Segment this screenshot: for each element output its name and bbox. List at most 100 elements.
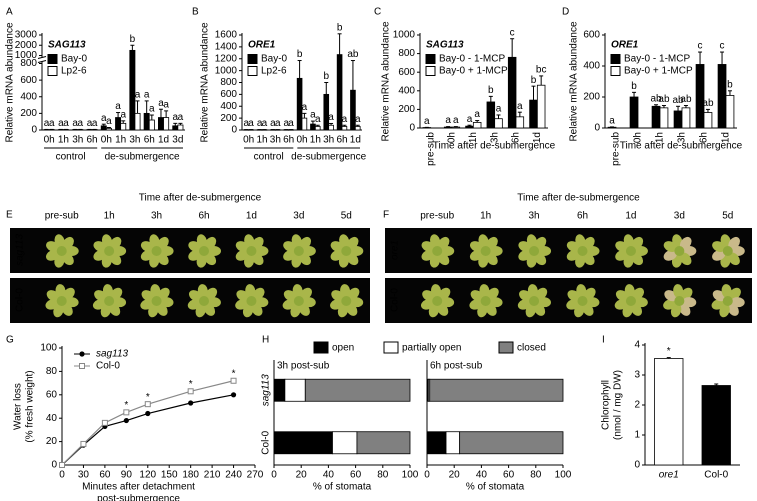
leaf (720, 234, 731, 249)
bar-segment (284, 378, 306, 402)
x-tick-label: 3h (323, 135, 334, 146)
bar (105, 127, 112, 131)
significance-letter: a (106, 116, 112, 127)
x-tick-label: 3h (129, 135, 140, 146)
rosette-center (246, 246, 257, 256)
significance-letter: a (257, 118, 263, 129)
legend-swatch (610, 54, 621, 64)
leaf (330, 299, 344, 310)
leaf (712, 249, 726, 261)
panel-letter: I (602, 335, 605, 346)
significance-letter: a (453, 115, 459, 126)
x-tick-label: 6h (699, 132, 710, 143)
rosette-center (104, 246, 115, 256)
legend-label: Bay-0 - 1-MCP (624, 54, 690, 65)
significance-letter: b (488, 85, 494, 96)
column-label: 3d (293, 211, 304, 222)
column-label: 6h (198, 211, 209, 222)
y-tick-label: 400 (583, 61, 600, 72)
panel-letter: D (562, 7, 569, 18)
leaf (711, 299, 726, 310)
rosette-center (674, 296, 685, 306)
rosette-center (722, 246, 733, 256)
column-label: 1h (480, 211, 491, 222)
x-tick-label: 1d (350, 135, 361, 146)
rosette-center (432, 246, 443, 256)
significance-letter: a (248, 118, 254, 129)
leaf (672, 234, 683, 249)
x-tick-label: 6h (511, 132, 522, 143)
x-tick-label: 20 (296, 470, 308, 481)
bar (172, 125, 179, 131)
significance-letter: a (58, 118, 64, 129)
photo-title: Time after de-submergence (517, 193, 640, 204)
leaf (62, 287, 75, 301)
x-tick-label: 6h (336, 135, 347, 146)
chart-title: ORE1 (611, 40, 639, 51)
significance-letter: c (720, 41, 725, 52)
x-tick-label: 180 (182, 470, 199, 481)
y-tick-label: Col-0 (261, 430, 272, 454)
significance-letter: a (342, 114, 348, 125)
bar-segment (445, 431, 461, 455)
y-tick-label: 0 (634, 460, 640, 471)
column-label: 5d (722, 211, 733, 222)
leaf (582, 252, 595, 266)
significance-letter: a (467, 114, 473, 125)
rosette-center (293, 296, 304, 306)
y-tick-label: 200 (583, 92, 600, 103)
significance-letter: ab (658, 94, 670, 105)
chart-title: SAG113 (426, 40, 464, 51)
significance-letter: ab (672, 95, 684, 106)
x-tick-label: 1d (532, 132, 543, 143)
annotation: * (146, 392, 150, 403)
leaf (469, 249, 484, 261)
legend-swatch (610, 66, 621, 76)
legend-marker (79, 351, 85, 357)
x-tick-label: 20 (449, 470, 461, 481)
significance-letter: a (517, 101, 523, 112)
leaf (110, 287, 123, 301)
bar (163, 117, 170, 131)
y-tick-label: 60 (46, 389, 58, 400)
rosette-center (625, 246, 636, 256)
marker (123, 409, 130, 416)
bar (310, 123, 316, 131)
bar (314, 126, 321, 131)
leaf (140, 249, 155, 261)
leaf (156, 252, 169, 266)
bar-segment (356, 431, 411, 455)
panel-letter: B (192, 7, 199, 18)
significance-letter: a (72, 118, 78, 129)
significance-letter: a (163, 100, 169, 111)
x-tick-label: 0 (59, 470, 65, 481)
y-tick-label: 1600 (215, 30, 238, 41)
x-tick-label: 3h (72, 135, 83, 146)
leaf (535, 287, 548, 301)
leaf (235, 249, 250, 261)
bar (301, 117, 308, 131)
significance-letter: b (337, 22, 343, 33)
y-tick-label: 0 (31, 125, 37, 136)
marker (230, 377, 237, 384)
bar (695, 64, 705, 129)
y-tick-label: 40 (46, 413, 58, 424)
leaf (93, 249, 107, 261)
x-tick-label: 1h (58, 135, 69, 146)
y-tick-label: 600 (20, 75, 37, 86)
bar (134, 112, 141, 131)
significance-letter: a (283, 118, 289, 129)
leaf (301, 297, 316, 308)
legend-swatch (247, 54, 258, 64)
bar (158, 117, 164, 131)
rosette-center (432, 296, 443, 306)
column-label: 1d (246, 211, 257, 222)
bar (465, 125, 474, 129)
legend-label: partially open (402, 343, 461, 354)
axis-break (37, 60, 47, 63)
panel-letter: C (374, 7, 381, 18)
x-axis-label: Time after de-submergence (433, 141, 556, 152)
x-tick-label: 90 (121, 470, 133, 481)
legend-label: sag113 (96, 349, 129, 360)
